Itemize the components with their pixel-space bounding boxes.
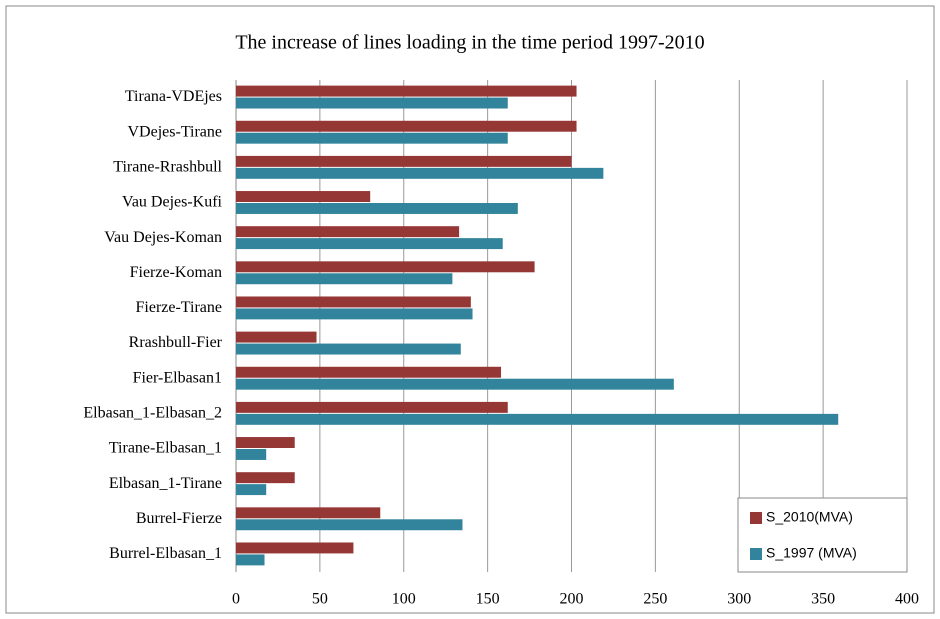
- y-tick-label: Fier-Elbasan1: [133, 369, 222, 386]
- bar: [236, 507, 381, 519]
- bar: [236, 203, 518, 214]
- bar: [236, 132, 508, 144]
- y-tick-label: Burrel-Fierze: [136, 510, 222, 527]
- bar: [236, 366, 502, 378]
- bar: [236, 191, 371, 202]
- bar: [236, 120, 577, 132]
- legend-label: S_1997 (MVA): [766, 545, 857, 561]
- bar: [236, 542, 354, 554]
- y-tick-label: Vau Dejes-Kufi: [122, 194, 223, 211]
- y-tick-label: Rrashbull-Fier: [129, 334, 223, 351]
- bar: [236, 273, 453, 285]
- chart-title: The increase of lines loading in the tim…: [235, 32, 704, 54]
- bar: [236, 401, 508, 413]
- x-tick-label: 0: [232, 591, 240, 608]
- x-tick-label: 150: [476, 591, 500, 608]
- legend-box: [737, 497, 908, 573]
- x-tick-label: 250: [643, 591, 667, 608]
- bar: [236, 343, 461, 355]
- bar: [236, 85, 577, 97]
- bar: [236, 296, 471, 308]
- bar: [236, 238, 503, 250]
- bar: [236, 484, 267, 496]
- bar: [236, 167, 604, 179]
- bar: [236, 97, 508, 109]
- bar: [236, 472, 295, 484]
- bar: [236, 308, 473, 320]
- x-tick-label: 300: [727, 591, 751, 608]
- bar: [236, 449, 267, 460]
- bar: [236, 261, 535, 273]
- x-tick-label: 200: [560, 591, 584, 608]
- bar: [236, 519, 463, 531]
- bar: [236, 437, 295, 448]
- y-tick-label: Fierze-Koman: [130, 264, 222, 281]
- bar: [236, 155, 572, 167]
- x-tick-label: 400: [895, 591, 919, 608]
- y-tick-label: Tirane-Rrashbull: [113, 159, 222, 176]
- y-tick-label: Burrel-Elbasan_1: [109, 545, 222, 562]
- bar: [236, 554, 265, 566]
- y-tick-label: Tirane-Elbasan_1: [109, 440, 222, 457]
- y-tick-label: Fierze-Tirane: [136, 299, 223, 316]
- x-tick-label: 50: [312, 591, 328, 608]
- y-tick-label: Elbasan_1-Elbasan_2: [83, 405, 222, 422]
- bar: [236, 331, 317, 343]
- bar: [236, 378, 674, 390]
- bar: [236, 226, 460, 238]
- legend-swatch: [750, 548, 762, 560]
- legend-label: S_2010(MVA): [766, 509, 853, 525]
- y-tick-label: VDejes-Tirane: [128, 123, 223, 140]
- legend-swatch: [750, 512, 762, 524]
- x-tick-label: 100: [392, 591, 416, 608]
- y-tick-label: Vau Dejes-Koman: [104, 229, 222, 246]
- bar: [236, 413, 839, 425]
- y-tick-label: Elbasan_1-Tirane: [109, 475, 222, 492]
- y-tick-label: Tirana-VDEjes: [125, 88, 222, 105]
- x-tick-label: 350: [811, 591, 835, 608]
